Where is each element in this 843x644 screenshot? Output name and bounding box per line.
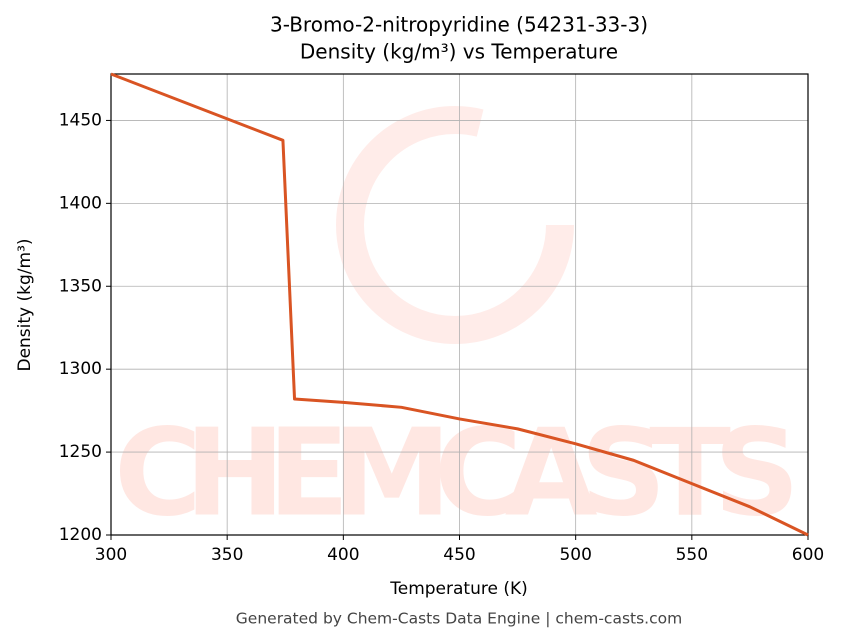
- y-tick-label: 1450: [59, 110, 102, 130]
- x-tick-label: 500: [559, 545, 591, 565]
- plot-frame: [110, 73, 809, 536]
- y-tick-label: 1300: [59, 359, 102, 379]
- footer: Generated by Chem-Casts Data Engine | ch…: [236, 610, 682, 628]
- x-tick-label: 350: [211, 545, 243, 565]
- watermark-logo: [336, 106, 574, 344]
- y-tick-label: 1250: [59, 442, 102, 462]
- chart-title: 3-Bromo-2-nitropyridine (54231-33-3): [270, 13, 648, 37]
- y-tick-label: 1350: [59, 276, 102, 296]
- x-axis-label: Temperature (K): [389, 579, 528, 599]
- y-tick-label: 1400: [59, 193, 102, 213]
- y-tick-label: 1200: [59, 525, 102, 545]
- x-tick-label: 400: [327, 545, 359, 565]
- x-tick-label: 600: [792, 545, 824, 565]
- watermark: CHEMCASTS: [114, 405, 804, 544]
- y-axis-label: Density (kg/m³): [15, 238, 35, 371]
- chart-subtitle: Density (kg/m³) vs Temperature: [300, 40, 618, 64]
- x-tick-label: 300: [95, 545, 127, 565]
- data-line: [110, 72, 809, 537]
- x-tick-label: 450: [443, 545, 475, 565]
- x-tick-label: 550: [676, 545, 708, 565]
